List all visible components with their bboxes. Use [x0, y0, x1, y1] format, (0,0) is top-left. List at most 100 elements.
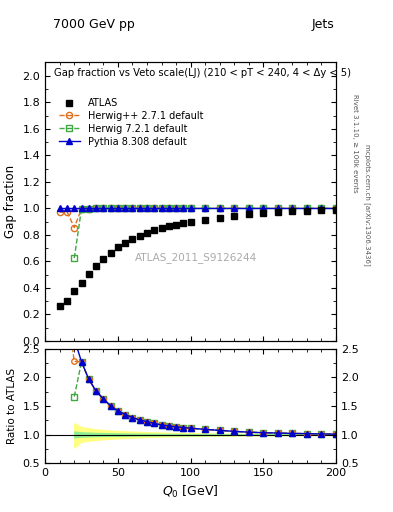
Herwig 7.2.1 default — [159, 205, 164, 211]
Line: Herwig++ 2.7.1 default: Herwig++ 2.7.1 default — [57, 205, 339, 231]
Herwig++ 2.7.1 default — [116, 205, 120, 211]
ATLAS — [64, 297, 70, 304]
Pythia 8.308 default — [203, 205, 208, 211]
Herwig++ 2.7.1 default — [290, 205, 295, 211]
Pythia 8.308 default — [57, 205, 62, 211]
ATLAS — [101, 257, 106, 263]
Herwig++ 2.7.1 default — [86, 205, 91, 211]
Pythia 8.308 default — [181, 205, 186, 211]
Herwig++ 2.7.1 default — [174, 205, 178, 211]
Pythia 8.308 default — [334, 205, 338, 211]
Herwig++ 2.7.1 default — [152, 205, 156, 211]
Herwig++ 2.7.1 default — [232, 205, 237, 211]
Herwig++ 2.7.1 default — [79, 205, 84, 211]
Herwig 7.2.1 default — [152, 205, 156, 211]
Pythia 8.308 default — [101, 205, 106, 211]
Herwig++ 2.7.1 default — [261, 205, 266, 211]
Pythia 8.308 default — [305, 205, 309, 211]
ATLAS — [217, 215, 222, 221]
Text: 7000 GeV pp: 7000 GeV pp — [53, 18, 135, 31]
Herwig++ 2.7.1 default — [181, 205, 186, 211]
ATLAS — [138, 232, 142, 239]
Herwig 7.2.1 default — [116, 205, 120, 211]
Text: ATLAS_2011_S9126244: ATLAS_2011_S9126244 — [135, 252, 257, 263]
Text: Gap fraction vs Veto scale(LJ) (210 < pT < 240, 4 < Δy < 5): Gap fraction vs Veto scale(LJ) (210 < pT… — [54, 68, 351, 78]
X-axis label: $Q_0\ \mathrm{[GeV]}$: $Q_0\ \mathrm{[GeV]}$ — [162, 484, 219, 500]
Herwig 7.2.1 default — [305, 205, 309, 211]
ATLAS — [275, 209, 280, 215]
ATLAS — [57, 303, 62, 309]
Herwig 7.2.1 default — [246, 205, 251, 211]
Pythia 8.308 default — [217, 205, 222, 211]
ATLAS — [319, 207, 324, 213]
Pythia 8.308 default — [123, 205, 128, 211]
Herwig++ 2.7.1 default — [319, 205, 324, 211]
Herwig 7.2.1 default — [188, 205, 193, 211]
Herwig 7.2.1 default — [86, 205, 91, 211]
Text: Rivet 3.1.10, ≥ 100k events: Rivet 3.1.10, ≥ 100k events — [352, 94, 358, 193]
Text: Jets: Jets — [311, 18, 334, 31]
Pythia 8.308 default — [159, 205, 164, 211]
Herwig 7.2.1 default — [101, 205, 106, 211]
Pythia 8.308 default — [246, 205, 251, 211]
Herwig++ 2.7.1 default — [188, 205, 193, 211]
Pythia 8.308 default — [261, 205, 266, 211]
Herwig++ 2.7.1 default — [246, 205, 251, 211]
ATLAS — [86, 271, 91, 277]
ATLAS — [232, 212, 237, 219]
Herwig 7.2.1 default — [145, 205, 149, 211]
Herwig 7.2.1 default — [130, 205, 135, 211]
Y-axis label: Gap fraction: Gap fraction — [4, 165, 17, 238]
Text: mcplots.cern.ch [arXiv:1306.3436]: mcplots.cern.ch [arXiv:1306.3436] — [364, 144, 370, 266]
Pythia 8.308 default — [86, 205, 91, 211]
Herwig++ 2.7.1 default — [145, 205, 149, 211]
ATLAS — [188, 219, 193, 225]
Pythia 8.308 default — [108, 205, 113, 211]
Herwig++ 2.7.1 default — [72, 225, 77, 231]
Pythia 8.308 default — [72, 205, 77, 211]
Herwig 7.2.1 default — [181, 205, 186, 211]
ATLAS — [174, 222, 178, 228]
Herwig 7.2.1 default — [261, 205, 266, 211]
Herwig++ 2.7.1 default — [123, 205, 128, 211]
Herwig++ 2.7.1 default — [57, 209, 62, 216]
Herwig++ 2.7.1 default — [217, 205, 222, 211]
Herwig++ 2.7.1 default — [334, 205, 338, 211]
Herwig 7.2.1 default — [203, 205, 208, 211]
Herwig++ 2.7.1 default — [305, 205, 309, 211]
Pythia 8.308 default — [174, 205, 178, 211]
Pythia 8.308 default — [64, 205, 70, 211]
Pythia 8.308 default — [116, 205, 120, 211]
Pythia 8.308 default — [145, 205, 149, 211]
Y-axis label: Ratio to ATLAS: Ratio to ATLAS — [7, 368, 17, 444]
Herwig++ 2.7.1 default — [138, 205, 142, 211]
Pythia 8.308 default — [319, 205, 324, 211]
Pythia 8.308 default — [232, 205, 237, 211]
ATLAS — [94, 263, 98, 269]
ATLAS — [290, 208, 295, 215]
ATLAS — [145, 230, 149, 236]
Herwig 7.2.1 default — [94, 205, 98, 211]
ATLAS — [123, 240, 128, 246]
Herwig 7.2.1 default — [217, 205, 222, 211]
Herwig++ 2.7.1 default — [108, 205, 113, 211]
ATLAS — [130, 236, 135, 242]
Herwig 7.2.1 default — [167, 205, 171, 211]
ATLAS — [203, 217, 208, 223]
Pythia 8.308 default — [152, 205, 156, 211]
Herwig++ 2.7.1 default — [203, 205, 208, 211]
Herwig++ 2.7.1 default — [94, 205, 98, 211]
ATLAS — [108, 250, 113, 256]
ATLAS — [261, 210, 266, 216]
Herwig 7.2.1 default — [108, 205, 113, 211]
Herwig 7.2.1 default — [232, 205, 237, 211]
Pythia 8.308 default — [130, 205, 135, 211]
ATLAS — [152, 227, 156, 233]
Herwig 7.2.1 default — [334, 205, 338, 211]
Herwig 7.2.1 default — [138, 205, 142, 211]
ATLAS — [246, 211, 251, 217]
Pythia 8.308 default — [290, 205, 295, 211]
ATLAS — [305, 208, 309, 214]
ATLAS — [167, 223, 171, 229]
Legend: ATLAS, Herwig++ 2.7.1 default, Herwig 7.2.1 default, Pythia 8.308 default: ATLAS, Herwig++ 2.7.1 default, Herwig 7.… — [59, 98, 204, 147]
